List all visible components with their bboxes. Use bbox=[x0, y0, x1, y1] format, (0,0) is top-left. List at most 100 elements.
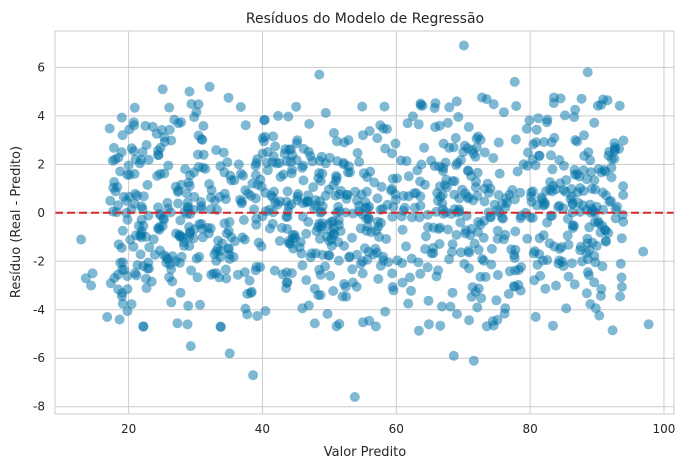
data-point bbox=[413, 119, 424, 130]
data-point bbox=[456, 247, 466, 258]
data-point bbox=[337, 291, 348, 302]
data-point bbox=[423, 295, 434, 306]
data-point bbox=[138, 321, 149, 332]
data-point bbox=[477, 92, 487, 103]
data-point bbox=[345, 167, 355, 178]
data-point bbox=[420, 231, 431, 242]
data-point bbox=[570, 135, 581, 146]
data-point bbox=[451, 96, 462, 107]
data-point bbox=[186, 265, 197, 276]
data-point bbox=[358, 168, 369, 179]
data-point bbox=[589, 175, 600, 186]
data-point bbox=[240, 120, 251, 131]
data-point bbox=[561, 303, 572, 314]
data-point bbox=[416, 159, 427, 170]
data-point bbox=[402, 118, 413, 129]
data-point bbox=[198, 149, 209, 160]
data-point bbox=[137, 147, 148, 158]
data-point bbox=[163, 160, 174, 171]
data-point bbox=[468, 148, 479, 159]
data-point bbox=[122, 271, 133, 282]
data-point bbox=[175, 215, 186, 226]
data-point bbox=[155, 245, 165, 256]
data-point bbox=[547, 164, 558, 175]
data-point bbox=[269, 186, 279, 197]
data-point bbox=[159, 168, 170, 179]
data-point bbox=[298, 143, 309, 154]
data-point bbox=[123, 160, 134, 171]
data-point bbox=[560, 110, 570, 121]
data-point bbox=[524, 115, 535, 126]
data-point bbox=[297, 211, 308, 222]
data-point bbox=[604, 146, 615, 157]
data-point bbox=[589, 277, 600, 288]
y-tick-label: 6 bbox=[37, 60, 45, 74]
data-point bbox=[116, 242, 127, 253]
data-point bbox=[228, 252, 239, 262]
data-point bbox=[173, 185, 184, 196]
data-point bbox=[466, 291, 477, 302]
data-point bbox=[270, 141, 281, 152]
data-point bbox=[275, 171, 286, 182]
data-point bbox=[471, 176, 481, 187]
data-point bbox=[167, 251, 178, 262]
data-point bbox=[403, 298, 414, 309]
data-point bbox=[447, 239, 458, 250]
data-point bbox=[195, 299, 205, 310]
data-point bbox=[488, 153, 499, 163]
data-point bbox=[472, 167, 483, 178]
data-point bbox=[246, 286, 257, 297]
data-point bbox=[597, 187, 608, 198]
data-point bbox=[530, 311, 541, 322]
data-point bbox=[237, 196, 247, 207]
data-point bbox=[268, 151, 279, 162]
data-point bbox=[141, 273, 151, 284]
data-point bbox=[301, 275, 312, 286]
data-point bbox=[457, 184, 468, 195]
data-point bbox=[616, 233, 627, 244]
data-point bbox=[331, 321, 342, 332]
data-point bbox=[510, 226, 521, 237]
data-point bbox=[375, 217, 386, 228]
data-point bbox=[442, 224, 453, 235]
data-point bbox=[294, 242, 305, 253]
data-point bbox=[189, 112, 200, 123]
data-point bbox=[489, 199, 500, 210]
data-point bbox=[387, 211, 398, 222]
data-point bbox=[452, 309, 462, 319]
data-point bbox=[420, 179, 430, 190]
x-tick-label: 80 bbox=[522, 422, 537, 436]
data-point bbox=[331, 171, 341, 181]
data-point bbox=[407, 111, 418, 122]
data-point bbox=[126, 204, 137, 215]
data-point bbox=[176, 117, 187, 128]
data-point bbox=[587, 237, 598, 248]
data-point bbox=[117, 225, 128, 236]
data-point bbox=[479, 196, 490, 207]
data-point bbox=[157, 221, 168, 231]
data-point bbox=[126, 143, 137, 154]
data-point bbox=[448, 142, 459, 153]
data-point bbox=[509, 281, 520, 292]
data-point bbox=[451, 229, 462, 240]
data-point bbox=[185, 170, 195, 181]
data-point bbox=[597, 261, 608, 272]
data-point bbox=[110, 154, 121, 165]
data-point bbox=[403, 191, 414, 202]
data-point bbox=[255, 174, 266, 185]
data-point bbox=[274, 158, 285, 168]
data-point bbox=[435, 320, 446, 331]
x-tick-label: 100 bbox=[653, 422, 676, 436]
data-point bbox=[287, 233, 298, 244]
data-point bbox=[113, 200, 123, 211]
data-point bbox=[414, 212, 425, 223]
y-tick-label: 2 bbox=[37, 157, 45, 171]
data-point bbox=[235, 102, 246, 112]
data-point bbox=[128, 241, 139, 252]
data-point bbox=[450, 133, 461, 143]
data-point bbox=[431, 206, 442, 217]
data-point bbox=[219, 218, 230, 229]
data-point bbox=[233, 159, 244, 170]
data-point bbox=[204, 81, 215, 92]
